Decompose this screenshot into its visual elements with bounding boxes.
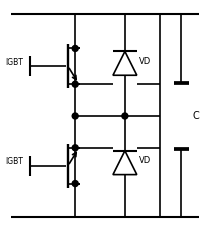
Text: C: C (192, 111, 199, 121)
Circle shape (72, 81, 78, 87)
Text: IGBT: IGBT (6, 58, 24, 67)
Text: IGBT: IGBT (6, 157, 24, 166)
Circle shape (72, 113, 78, 119)
Text: VD: VD (139, 57, 151, 66)
Circle shape (72, 181, 78, 186)
Circle shape (122, 113, 128, 119)
Text: VD: VD (139, 156, 151, 165)
Circle shape (72, 145, 78, 151)
Circle shape (72, 46, 78, 52)
